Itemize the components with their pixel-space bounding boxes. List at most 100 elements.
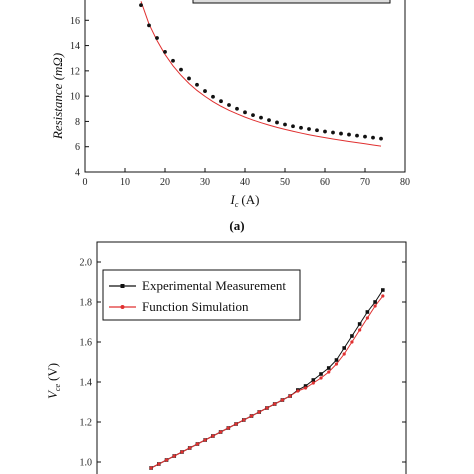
measurement-point <box>363 134 367 139</box>
resistance-x-axis-title: Ic (A) <box>230 192 260 209</box>
simulation-point <box>257 410 261 414</box>
measurement-point <box>203 89 207 93</box>
vce-chart: 1.0 1.2 1.4 1.6 1.8 2.0 Vce (V) Experimental M… <box>45 241 407 474</box>
experimental-point <box>342 346 346 350</box>
x-axis-var: I <box>230 192 236 207</box>
x-axis-unit: (A) <box>241 192 259 207</box>
measurement-point <box>171 58 175 63</box>
legend-marker-simulation <box>120 305 125 309</box>
resistance-y-axis-title: Resistance (mΩ) <box>50 53 65 140</box>
simulation-point <box>164 458 169 462</box>
measurement-point <box>267 118 271 123</box>
legend-box <box>102 269 301 321</box>
experimental-point <box>326 366 331 370</box>
y-tick-label: 4 <box>75 168 80 179</box>
simulation-point <box>242 418 246 422</box>
vce-legend: Experimental Measurement Function Simula… <box>102 269 301 321</box>
experimental-point <box>373 300 377 304</box>
legend-label-simulation: Function Simulation <box>142 299 249 314</box>
measurement-point <box>251 113 255 118</box>
measurement-point <box>235 106 239 111</box>
y-tick-label: 10 <box>70 92 80 103</box>
simulation-point <box>358 328 362 332</box>
resistance-ticks: 0 10 20 30 40 50 60 70 80 4 6 8 10 12 14 16 <box>70 16 410 188</box>
simulation-point <box>188 446 192 450</box>
simulation-point <box>350 340 354 344</box>
measurement-point <box>331 130 335 135</box>
simulation-point <box>172 454 176 458</box>
measurement-point <box>371 135 375 140</box>
measurement-point <box>187 76 191 81</box>
x-tick-label: 60 <box>320 177 330 188</box>
resistance-plot-frame <box>84 0 406 173</box>
y-tick-label: 8 <box>75 117 80 128</box>
simulation-point <box>249 414 254 418</box>
simulation-curve <box>140 1 382 147</box>
y-tick-label: 2.0 <box>80 258 93 269</box>
measurement-point <box>339 131 343 136</box>
measurement-point <box>291 124 295 129</box>
experimental-point <box>319 372 323 376</box>
measurement-point <box>299 125 303 130</box>
vce-ticks: 1.0 1.2 1.4 1.6 1.8 2.0 <box>80 258 406 469</box>
measurement-point <box>139 3 143 8</box>
measurement-point <box>219 99 223 104</box>
panel-a-caption: (a) <box>229 218 244 233</box>
measurement-point <box>347 132 351 137</box>
simulation-point <box>373 304 377 308</box>
x-tick-label: 30 <box>200 177 210 188</box>
x-tick-label: 20 <box>160 177 170 188</box>
y-axis-var: V <box>45 389 60 399</box>
experimental-point <box>334 358 339 362</box>
measurement-point <box>195 82 199 87</box>
experimental-point <box>365 310 370 314</box>
y-tick-label: 12 <box>70 66 80 77</box>
simulation-point <box>381 294 385 298</box>
measurement-point <box>283 122 287 127</box>
measurement-point <box>163 49 167 54</box>
measurement-point <box>179 67 183 72</box>
y-tick-label: 6 <box>75 142 80 153</box>
simulation-point <box>180 450 184 454</box>
measurement-point <box>275 120 279 125</box>
simulation-point <box>211 434 215 438</box>
simulation-point <box>334 362 339 366</box>
measurement-point <box>227 103 231 107</box>
simulation-point <box>273 402 277 406</box>
simulation-line <box>150 295 384 469</box>
measurement-point <box>323 129 327 134</box>
measurement-point <box>147 23 151 28</box>
simulation-point <box>288 394 292 398</box>
experimental-point <box>303 384 308 388</box>
simulation-point <box>280 398 284 402</box>
measurement-point <box>315 128 319 133</box>
legend-label-experimental: Experimental Measurement <box>142 278 286 293</box>
x-axis-sub: c <box>235 200 239 209</box>
y-axis-unit: (V) <box>45 363 60 381</box>
measurement-point <box>355 133 359 138</box>
measurement-point <box>307 127 311 131</box>
measurement-point <box>243 110 247 115</box>
y-axis-sub: ce <box>53 384 62 392</box>
legend-marker-experimental <box>120 284 125 288</box>
x-tick-label: 50 <box>280 177 290 188</box>
simulation-point <box>219 430 223 434</box>
measurement-point <box>211 94 215 99</box>
simulation-point <box>327 370 331 374</box>
y-tick-label: 16 <box>70 16 80 27</box>
simulation-point <box>149 466 153 470</box>
experimental-point <box>350 334 354 338</box>
simulation-point <box>319 376 323 380</box>
simulation-point <box>234 422 238 426</box>
y-tick-label: 1.6 <box>80 338 93 349</box>
vce-y-axis-title: Vce (V) <box>45 363 62 399</box>
x-tick-label: 40 <box>240 177 250 188</box>
vce-series <box>149 288 385 470</box>
x-tick-label: 0 <box>83 177 88 188</box>
resistance-inset-box <box>192 0 391 4</box>
simulation-point <box>157 462 161 466</box>
experimental-point <box>357 322 362 326</box>
simulation-point <box>203 438 207 442</box>
y-tick-label: 14 <box>70 41 80 52</box>
